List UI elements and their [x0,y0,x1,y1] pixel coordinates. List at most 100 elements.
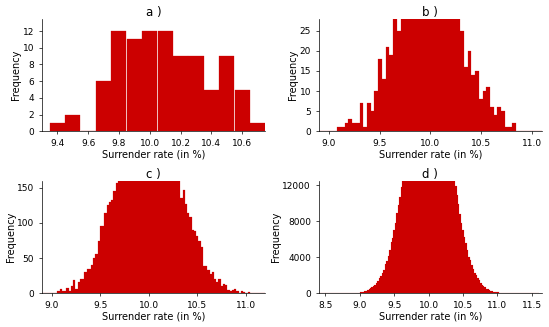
Bar [458,204,460,293]
Bar [225,285,227,293]
Bar [223,284,225,293]
Bar [152,58,154,293]
Bar [430,39,432,293]
Bar [147,53,149,293]
Bar [360,292,361,293]
Bar [58,291,60,293]
Bar [116,183,118,293]
Bar [93,258,96,293]
Bar [243,292,245,293]
Bar [407,143,408,293]
Bar [505,127,508,131]
Bar [423,0,427,131]
Bar [490,107,494,131]
Bar [397,31,401,131]
Bar [492,291,493,293]
Bar [219,279,221,293]
Bar [494,115,497,131]
Bar [436,57,438,293]
Bar [216,282,219,293]
Bar [483,91,486,131]
Bar [373,286,374,293]
Bar [408,0,412,131]
Bar [470,260,471,293]
Bar [496,292,497,293]
Bar [352,123,356,131]
Bar [377,281,379,293]
Bar [378,59,382,131]
Title: d ): d ) [422,168,438,181]
Bar [129,135,131,293]
Bar [363,292,364,293]
Bar [486,87,490,131]
Bar [479,280,480,293]
Bar [367,290,368,293]
Bar [429,39,430,293]
Bar [208,270,210,293]
Bar [402,175,404,293]
Bar [449,143,451,293]
Bar [241,291,243,293]
Bar [401,187,402,293]
Bar [200,247,203,293]
Bar [508,127,512,131]
Bar [364,291,366,293]
Bar [210,274,212,293]
Bar [370,288,372,293]
Y-axis label: Frequency: Frequency [288,50,298,100]
Bar [66,288,69,293]
Bar [196,236,198,293]
Bar [98,241,100,293]
Bar [73,280,75,293]
Bar [486,289,488,293]
Bar [181,198,183,293]
Bar [64,291,66,293]
Bar [142,68,145,293]
Bar [114,191,116,293]
Bar [185,204,187,293]
Bar [483,286,484,293]
Bar [171,138,173,293]
Bar [512,123,516,131]
Bar [439,72,440,293]
Bar [198,241,200,293]
Bar [423,44,424,293]
Bar [145,68,147,293]
Bar [468,51,472,131]
Bar [475,275,477,293]
Bar [404,0,408,131]
Bar [497,107,501,131]
Bar [111,200,114,293]
Bar [232,290,234,293]
Bar [65,114,80,131]
Bar [192,230,194,293]
Bar [398,205,399,293]
Bar [464,237,466,293]
Bar [345,123,349,131]
Bar [368,289,370,293]
Title: b ): b ) [422,6,438,19]
Bar [460,214,461,293]
Bar [399,198,401,293]
Bar [479,99,483,131]
Bar [221,286,223,293]
Bar [212,272,214,293]
Bar [462,231,464,293]
Bar [410,121,411,293]
Bar [366,291,367,293]
Bar [456,0,460,131]
Bar [50,123,65,131]
Bar [85,271,87,293]
Bar [337,127,341,131]
Bar [341,127,345,131]
Bar [438,60,439,293]
Bar [158,31,173,131]
Bar [234,289,236,293]
Bar [160,86,163,293]
Bar [219,56,234,131]
Bar [411,110,412,293]
Bar [100,227,102,293]
Bar [133,93,136,293]
Bar [156,93,158,293]
Bar [89,269,91,293]
